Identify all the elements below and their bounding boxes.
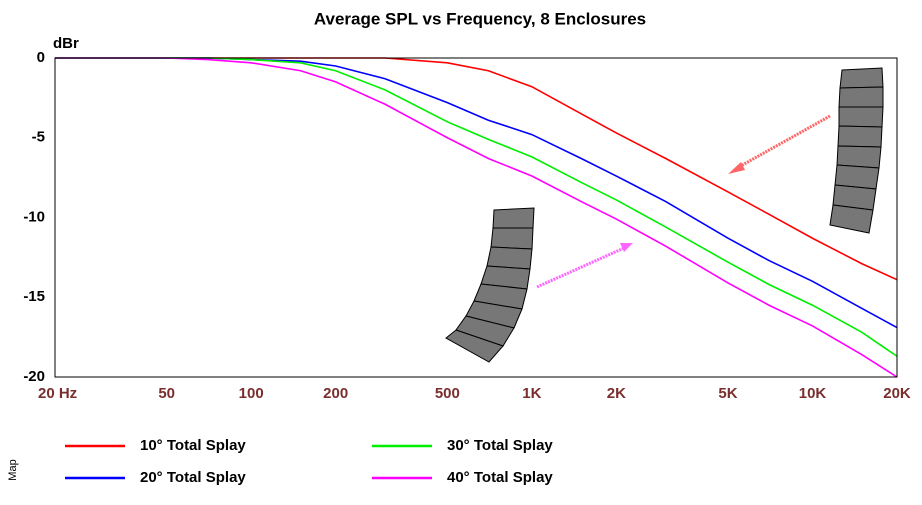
chart-title: Average SPL vs Frequency, 8 Enclosures <box>314 9 646 28</box>
chart: Average SPL vs Frequency, 8 Enclosures d… <box>0 0 922 500</box>
y-tick-label: 0 <box>37 49 45 66</box>
x-tick-label: 200 <box>323 385 348 402</box>
decoration <box>446 68 883 362</box>
y-axis-label: dBr <box>53 35 79 52</box>
y-tick-label: -20 <box>23 368 45 385</box>
legend-label: 40° Total Splay <box>447 469 553 486</box>
side-note: Map <box>7 459 19 480</box>
legend-label: 10° Total Splay <box>140 437 246 454</box>
legend-label: 30° Total Splay <box>447 437 553 454</box>
series-line <box>55 58 897 280</box>
legend-label: 20° Total Splay <box>140 469 246 486</box>
x-tick-label: 20K <box>883 385 911 402</box>
series-line <box>55 58 897 328</box>
x-tick-label: 5K <box>718 385 737 402</box>
x-tick-label: 100 <box>239 385 264 402</box>
x-tick-label: 10K <box>799 385 827 402</box>
x-tick-label: 500 <box>435 385 460 402</box>
y-tick-label: -15 <box>23 288 45 305</box>
x-tick-label: 2K <box>607 385 626 402</box>
y-tick-label: -10 <box>23 208 45 225</box>
y-tick-label: -5 <box>32 129 45 146</box>
x-tick-label: 1K <box>522 385 541 402</box>
x-tick-label: 20 Hz <box>38 385 77 402</box>
x-tick-label: 50 <box>158 385 175 402</box>
